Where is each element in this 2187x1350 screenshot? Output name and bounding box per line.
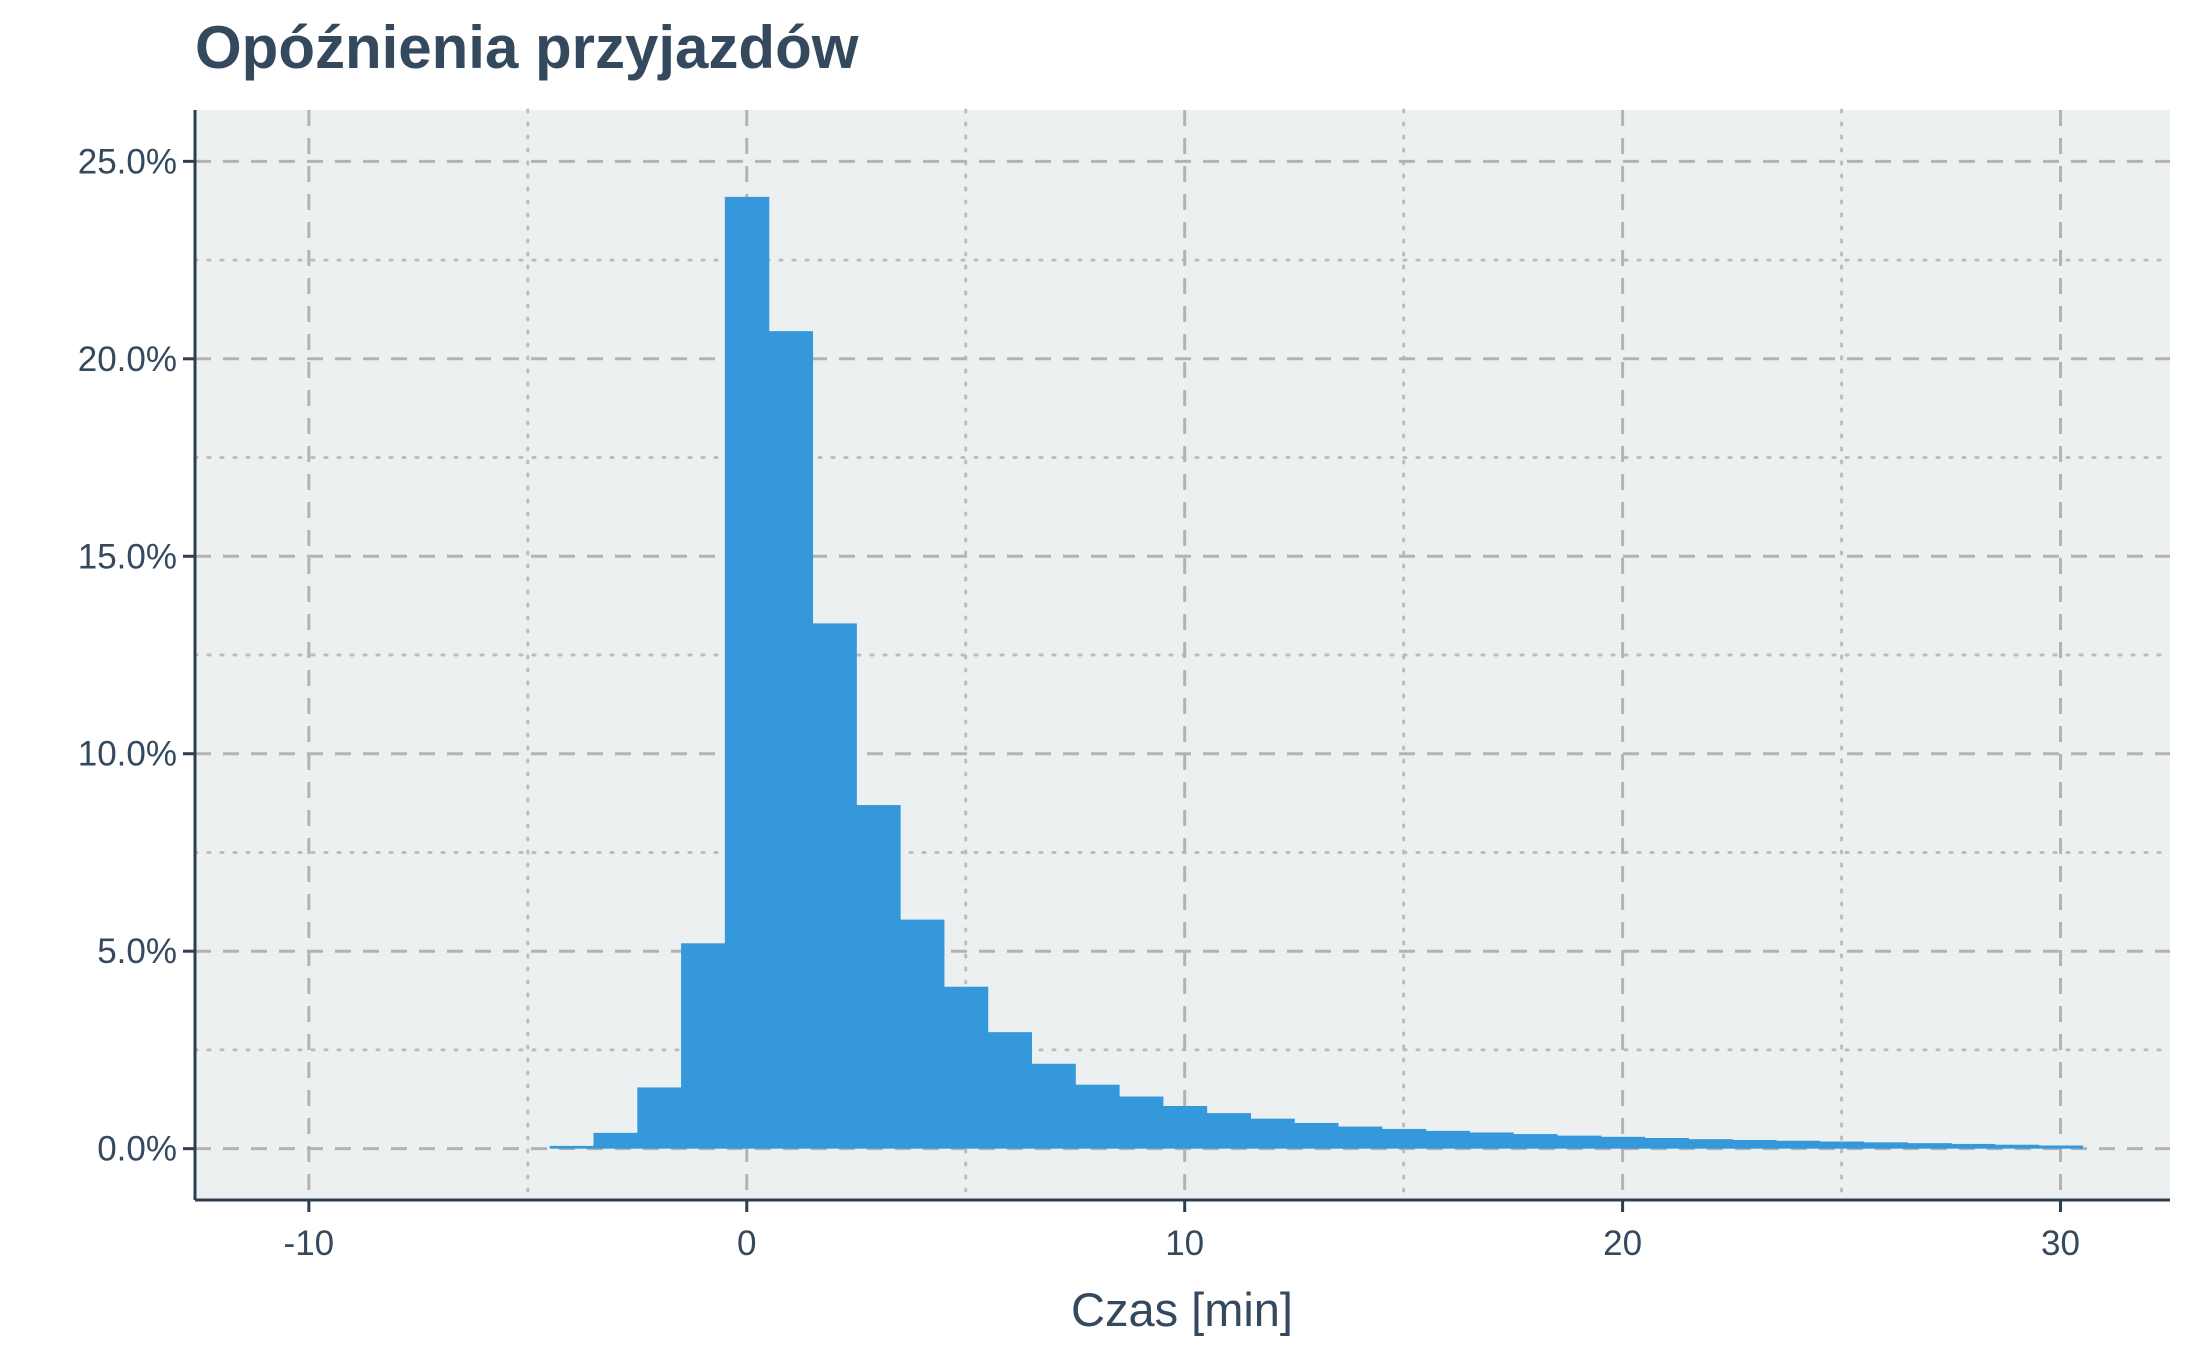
x-tick-label: -10 — [284, 1224, 335, 1263]
histogram-bar — [1075, 1084, 1120, 1149]
histogram-bar — [1031, 1063, 1076, 1149]
y-tick-label: 20.0% — [78, 340, 177, 379]
y-tick-label: 5.0% — [97, 932, 177, 971]
histogram-bar — [593, 1132, 638, 1149]
histogram-bar — [1513, 1134, 1558, 1149]
histogram-bar — [1600, 1136, 1646, 1149]
histogram-bar — [987, 1032, 1033, 1149]
histogram-bar — [549, 1145, 595, 1149]
histogram-bar — [900, 919, 945, 1149]
y-tick-label: 15.0% — [78, 537, 177, 576]
histogram-bar — [1775, 1140, 1821, 1149]
histogram-bar — [681, 943, 726, 1149]
histogram-bar — [1907, 1143, 1952, 1149]
chart-title: Opóźnienia przyjazdów — [195, 14, 859, 81]
x-tick-label: 30 — [2041, 1224, 2080, 1263]
histogram-bar — [1119, 1096, 1164, 1149]
histogram-bar — [1381, 1128, 1427, 1149]
x-tick-label: 0 — [737, 1224, 756, 1263]
y-tick-label: 10.0% — [78, 735, 177, 774]
histogram-bar — [812, 623, 857, 1149]
histogram-bar — [637, 1087, 682, 1149]
histogram-bar — [1425, 1130, 1470, 1149]
histogram-bar — [1994, 1144, 2040, 1149]
histogram-bar — [1469, 1132, 1514, 1149]
histogram-bar — [1556, 1135, 1602, 1149]
histogram-bar — [724, 196, 770, 1149]
histogram-bar — [1337, 1126, 1383, 1149]
histogram-bar — [943, 986, 989, 1149]
y-tick-label: 0.0% — [97, 1130, 177, 1169]
histogram-bar — [1206, 1113, 1251, 1149]
histogram-bar — [2038, 1145, 2084, 1149]
histogram-bar — [856, 805, 901, 1149]
histogram-bar — [1732, 1139, 1777, 1149]
x-axis-title: Czas [min] — [1071, 1283, 1293, 1336]
histogram-bar — [1294, 1122, 1339, 1149]
histogram-bars — [549, 196, 2084, 1149]
y-tick-label: 25.0% — [78, 142, 177, 181]
histogram-bar — [768, 331, 814, 1149]
histogram-bar — [1819, 1141, 1865, 1149]
histogram-bar — [1162, 1106, 1208, 1149]
histogram-bar — [1863, 1142, 1908, 1149]
minor-gridlines — [193, 108, 2172, 1202]
histogram-bar — [1688, 1139, 1733, 1149]
histogram-bar — [1951, 1143, 1996, 1149]
x-tick-label: 10 — [1165, 1224, 1204, 1263]
x-axis-ticks: -10 0 10 20 30 — [284, 1200, 2080, 1263]
x-tick-label: 20 — [1603, 1224, 1642, 1263]
histogram-bar — [1644, 1137, 1689, 1149]
histogram-bar — [1250, 1118, 1295, 1149]
y-axis-ticks: 0.0% 5.0% 10.0% 15.0% 20.0% 25.0% — [78, 142, 195, 1169]
